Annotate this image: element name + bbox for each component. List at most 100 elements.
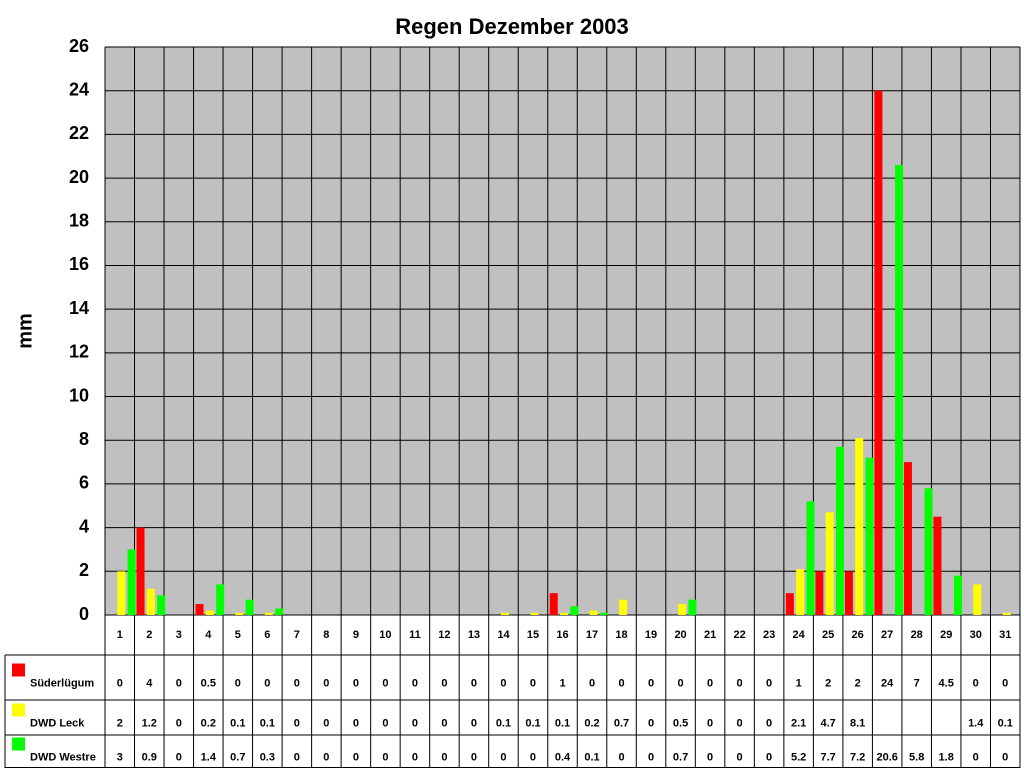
table-cell: 0 [648, 677, 654, 689]
bar [796, 569, 805, 615]
bar [205, 610, 214, 615]
y-tick-label: 12 [69, 342, 89, 362]
table-cell: 2 [117, 717, 123, 729]
table-cell: 1.2 [142, 717, 157, 729]
y-tick-label: 6 [79, 473, 89, 493]
x-tick-label: 2 [146, 629, 152, 641]
x-tick-label: 26 [852, 629, 864, 641]
table-cell: 0 [973, 751, 979, 763]
y-tick-label: 20 [69, 167, 89, 187]
bar [865, 457, 874, 615]
x-tick-label: 5 [235, 629, 241, 641]
chart-title: Regen Dezember 2003 [395, 14, 629, 39]
table-cell: 0 [530, 677, 536, 689]
x-tick-label: 10 [379, 629, 391, 641]
table-cell: 0 [737, 751, 743, 763]
bar [157, 595, 166, 615]
table-cell: 0 [323, 717, 329, 729]
bar [973, 584, 982, 615]
x-tick-label: 21 [704, 629, 716, 641]
table-cell: 8.1 [850, 717, 865, 729]
bar [501, 612, 510, 615]
bar [678, 604, 687, 615]
bar [874, 90, 883, 615]
table-cell: 0 [471, 717, 477, 729]
x-tick-label: 8 [323, 629, 329, 641]
table-cell: 0 [648, 717, 654, 729]
x-tick-label: 9 [353, 629, 359, 641]
table-cell: 0 [176, 751, 182, 763]
x-tick-label: 30 [970, 629, 982, 641]
table-cell: 0 [412, 717, 418, 729]
x-tick-label: 25 [822, 629, 834, 641]
y-tick-label: 16 [69, 254, 89, 274]
x-tick-label: 4 [205, 629, 212, 641]
table-cell: 0 [737, 677, 743, 689]
x-tick-label: 11 [409, 629, 421, 641]
plot-area [105, 47, 1020, 615]
table-cell: 0 [678, 677, 684, 689]
y-tick-label: 8 [79, 429, 89, 449]
table-cell: 1 [796, 677, 802, 689]
table-cell: 2 [855, 677, 861, 689]
table-cell: 0.5 [201, 677, 216, 689]
bar [216, 584, 225, 615]
table-cell: 1.8 [939, 751, 954, 763]
x-tick-label: 6 [264, 629, 270, 641]
y-tick-label: 18 [69, 211, 89, 231]
table-cell: 0 [766, 751, 772, 763]
table-cell: 4.5 [939, 677, 954, 689]
x-tick-label: 16 [556, 629, 568, 641]
bar [127, 549, 136, 615]
table-cell: 0 [176, 677, 182, 689]
y-tick-label: 22 [69, 123, 89, 143]
table-cell: 1 [559, 677, 565, 689]
table-cell: 0 [412, 751, 418, 763]
table-cell: 0 [973, 677, 979, 689]
bar [619, 599, 628, 615]
table-cell: 0 [441, 751, 447, 763]
table-cell: 0 [618, 751, 624, 763]
table-cell: 0.2 [201, 717, 216, 729]
y-tick-label: 24 [69, 79, 89, 99]
table-cell: 0 [382, 751, 388, 763]
bar [245, 599, 254, 615]
x-tick-label: 20 [674, 629, 686, 641]
x-tick-label: 17 [586, 629, 598, 641]
y-tick-label: 4 [79, 516, 89, 536]
table-cell: 0 [707, 677, 713, 689]
x-tick-label: 19 [645, 629, 657, 641]
bar [530, 612, 539, 615]
bar [785, 593, 794, 615]
x-tick-label: 7 [294, 629, 300, 641]
y-tick-label: 26 [69, 36, 89, 56]
table-cell: 7.7 [820, 751, 835, 763]
bar [195, 604, 204, 615]
bar [599, 612, 608, 615]
legend-swatch [12, 703, 25, 717]
table-cell: 0 [294, 677, 300, 689]
table-cell: 0 [1002, 751, 1008, 763]
legend-label: Süderlügum [30, 677, 94, 689]
table-cell: 1.4 [201, 751, 217, 763]
bar [825, 512, 834, 615]
x-tick-label: 3 [176, 629, 182, 641]
table-cell: 0 [323, 751, 329, 763]
table-cell: 0 [441, 717, 447, 729]
table-cell: 7 [914, 677, 920, 689]
y-tick-label: 0 [79, 604, 89, 624]
y-tick-label: 10 [69, 385, 89, 405]
bar [835, 446, 844, 615]
table-cell: 2 [825, 677, 831, 689]
bar [806, 501, 815, 615]
x-tick-label: 13 [468, 629, 480, 641]
bar [903, 462, 912, 615]
legend-label: DWD Leck [30, 717, 85, 729]
table-cell: 1.4 [968, 717, 984, 729]
table-cell: 0.1 [525, 717, 540, 729]
table-cell: 2.1 [791, 717, 806, 729]
bar [924, 488, 933, 615]
table-cell: 20.6 [876, 751, 897, 763]
